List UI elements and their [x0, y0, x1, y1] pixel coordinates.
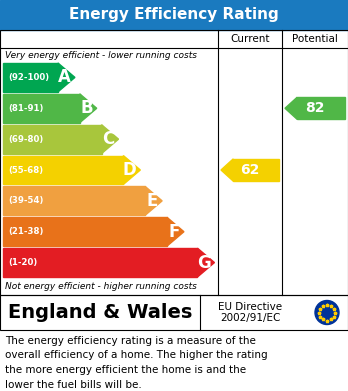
- Polygon shape: [197, 248, 214, 277]
- Text: D: D: [122, 161, 136, 179]
- Polygon shape: [221, 159, 233, 181]
- Bar: [0, 295, 348, 330]
- Text: 62: 62: [240, 163, 260, 177]
- Text: (81-91): (81-91): [8, 104, 44, 113]
- Text: EU Directive: EU Directive: [218, 303, 282, 312]
- Bar: [3, 156, 124, 185]
- Bar: [3, 187, 145, 215]
- Bar: [233, 159, 279, 181]
- Text: F: F: [168, 223, 180, 241]
- Bar: [3, 248, 197, 277]
- Text: lower the fuel bills will be.: lower the fuel bills will be.: [5, 380, 142, 389]
- Text: 82: 82: [305, 101, 325, 115]
- Text: Potential: Potential: [292, 34, 338, 44]
- Bar: [0, 30, 348, 295]
- Text: the more energy efficient the home is and the: the more energy efficient the home is an…: [5, 365, 246, 375]
- Text: England & Wales: England & Wales: [8, 303, 192, 322]
- Text: (39-54): (39-54): [8, 196, 44, 205]
- Text: overall efficiency of a home. The higher the rating: overall efficiency of a home. The higher…: [5, 350, 268, 361]
- Text: C: C: [102, 130, 114, 148]
- Bar: [3, 217, 167, 246]
- Text: (21-38): (21-38): [8, 227, 44, 236]
- Polygon shape: [102, 125, 119, 154]
- Text: (69-80): (69-80): [8, 135, 43, 143]
- Polygon shape: [80, 94, 97, 123]
- Text: Energy Efficiency Rating: Energy Efficiency Rating: [69, 7, 279, 23]
- Polygon shape: [285, 97, 297, 119]
- Bar: [3, 63, 58, 92]
- Text: (1-20): (1-20): [8, 258, 37, 267]
- Bar: [3, 94, 80, 123]
- Text: 2002/91/EC: 2002/91/EC: [220, 312, 280, 323]
- Text: A: A: [58, 68, 71, 86]
- Text: G: G: [197, 254, 211, 272]
- Text: B: B: [80, 99, 93, 117]
- Text: Very energy efficient - lower running costs: Very energy efficient - lower running co…: [5, 50, 197, 59]
- Polygon shape: [145, 187, 162, 215]
- Bar: [297, 97, 345, 119]
- Text: The energy efficiency rating is a measure of the: The energy efficiency rating is a measur…: [5, 336, 256, 346]
- Polygon shape: [167, 217, 184, 246]
- Text: Current: Current: [230, 34, 270, 44]
- Bar: [0, 0, 348, 30]
- Text: Not energy efficient - higher running costs: Not energy efficient - higher running co…: [5, 282, 197, 291]
- Text: (55-68): (55-68): [8, 165, 43, 174]
- Text: E: E: [147, 192, 158, 210]
- Polygon shape: [58, 63, 75, 92]
- Polygon shape: [124, 156, 140, 185]
- Circle shape: [315, 301, 339, 325]
- Text: (92-100): (92-100): [8, 73, 49, 82]
- Bar: [3, 125, 102, 154]
